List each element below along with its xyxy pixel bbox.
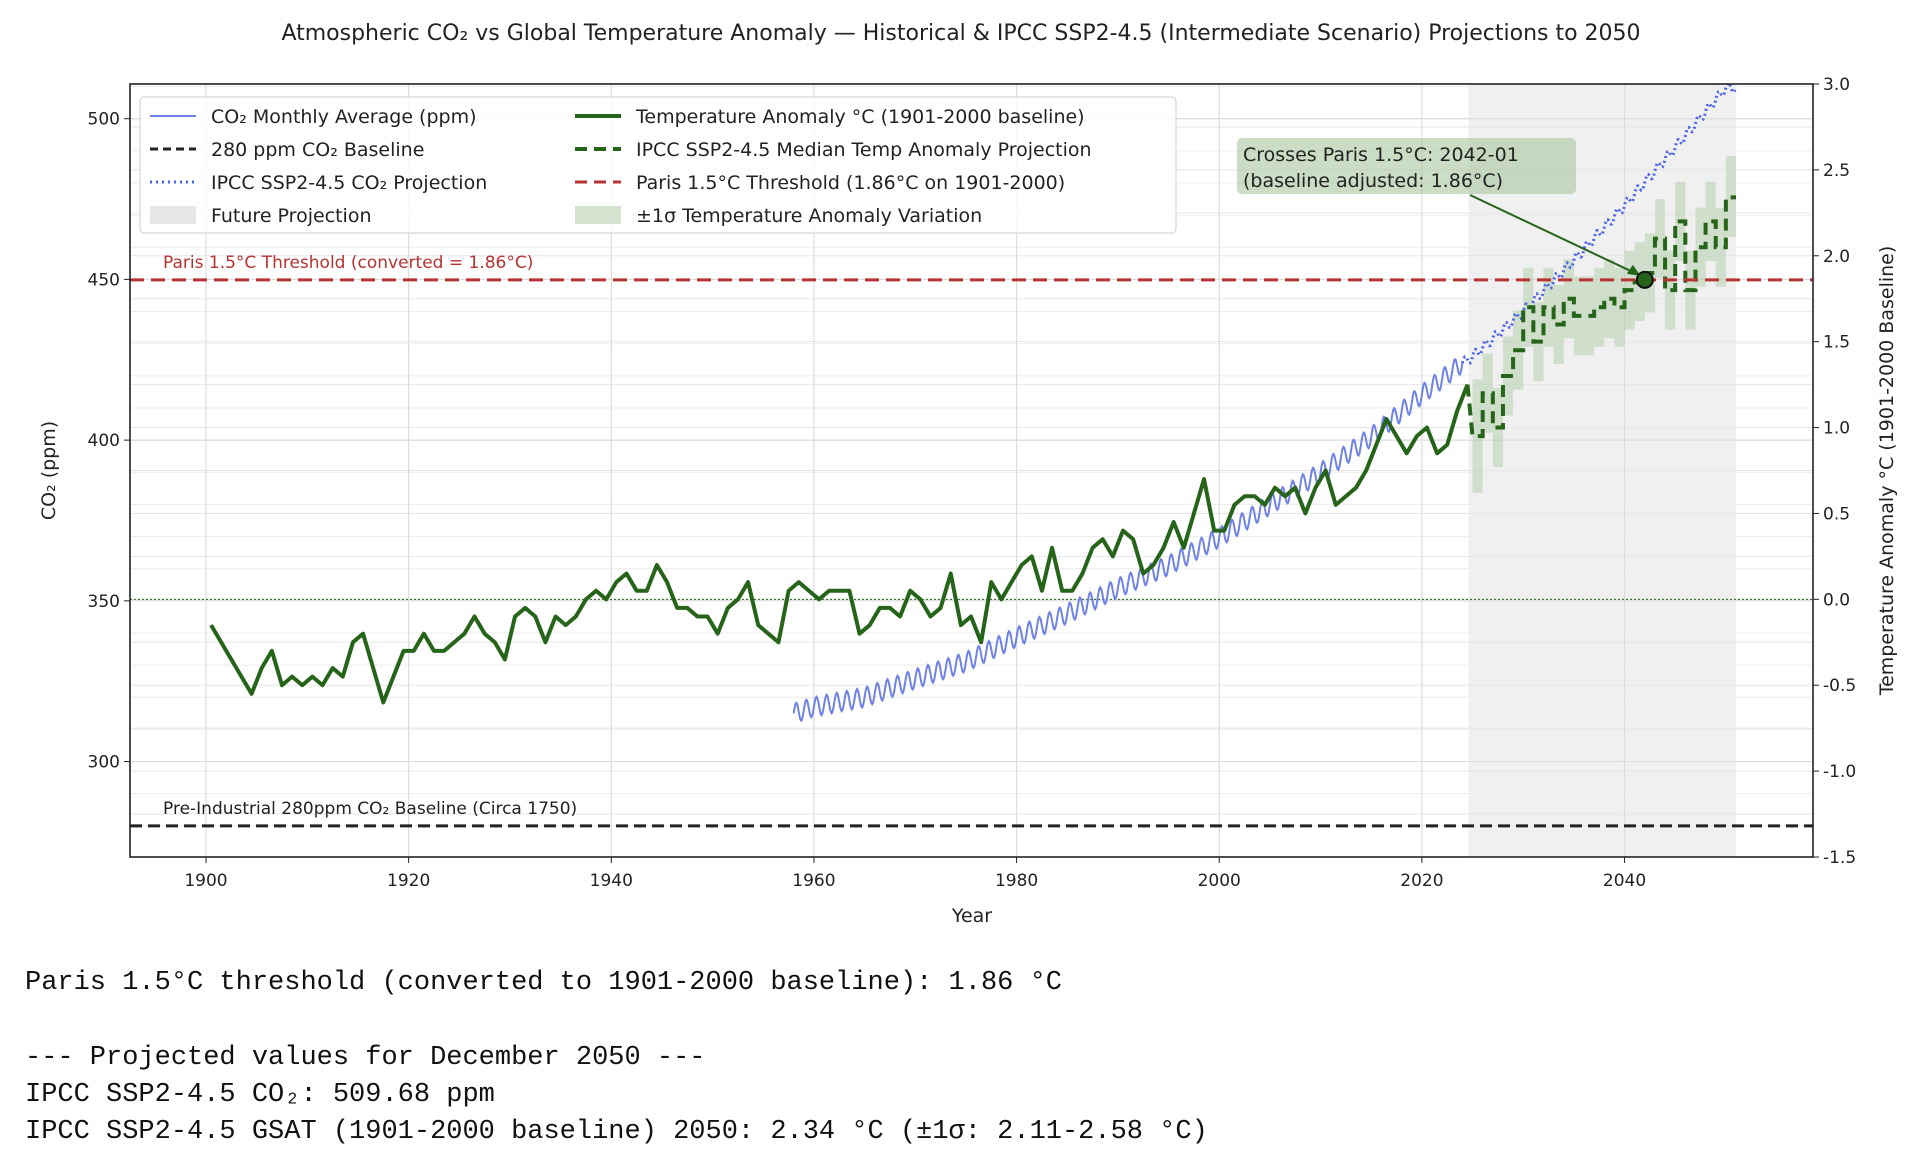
output-threshold-line: Paris 1.5°C threshold (converted to 1901… — [25, 968, 1062, 998]
legend-label: Future Projection — [211, 205, 372, 227]
plot-area — [130, 84, 1813, 828]
x-tick-label: 2000 — [1198, 871, 1241, 891]
chart: Atmospheric CO₂ vs Global Temperature An… — [38, 21, 1898, 927]
legend-label: Temperature Anomaly °C (1901-2000 baseli… — [635, 106, 1085, 128]
x-tick-label: 2020 — [1400, 871, 1443, 891]
crossing-arrow-head — [1626, 264, 1641, 276]
crossing-annotation-line1: Crosses Paris 1.5°C: 2042-01 — [1243, 144, 1519, 166]
x-axis-label: Year — [951, 905, 992, 927]
temperature-sigma-band — [1472, 156, 1736, 493]
output-gsat-line: IPCC SSP2-4.5 GSAT (1901-2000 baseline) … — [25, 1117, 1208, 1147]
y-right-tick-label: 0.0 — [1823, 590, 1850, 610]
baseline-label: Pre-Industrial 280ppm CO₂ Baseline (Circ… — [163, 799, 577, 819]
x-tick-label: 2040 — [1603, 871, 1646, 891]
y-left-tick-label: 300 — [88, 753, 120, 773]
legend-label: CO₂ Monthly Average (ppm) — [211, 106, 477, 128]
temperature-projection-line — [1465, 195, 1736, 439]
legend-label: IPCC SSP2-4.5 Median Temp Anomaly Projec… — [636, 139, 1092, 161]
y-right-tick-label: -1.5 — [1823, 848, 1856, 868]
y-right-tick-label: -0.5 — [1823, 676, 1856, 696]
temperature-anomaly-line — [209, 383, 1470, 705]
output-header-line: --- Projected values for December 2050 -… — [25, 1043, 706, 1073]
y-right-tick-label: 1.0 — [1823, 419, 1850, 439]
y-right-axis-label: Temperature Anomaly °C (1901-2000 Baseli… — [1876, 246, 1898, 697]
legend-swatch-span — [150, 206, 196, 224]
y-left-tick-label: 350 — [88, 592, 120, 612]
x-tick-label: 1900 — [184, 871, 227, 891]
y-right-tick-label: 0.5 — [1823, 504, 1850, 524]
plot-frame — [129, 83, 1814, 858]
y-right-tick-label: 2.5 — [1823, 161, 1850, 181]
crossing-arrow — [1469, 194, 1640, 276]
legend-box — [139, 96, 1177, 234]
x-tick-label: 1980 — [995, 871, 1038, 891]
y-right-tick-label: 1.5 — [1823, 333, 1850, 353]
legend-label: ±1σ Temperature Anomaly Variation — [636, 205, 982, 227]
y-right-tick-label: 2.0 — [1823, 247, 1850, 267]
chart-title: Atmospheric CO₂ vs Global Temperature An… — [281, 21, 1640, 46]
legend-label: Paris 1.5°C Threshold (1.86°C on 1901-20… — [636, 172, 1065, 194]
crossing-marker — [1635, 270, 1654, 289]
x-tick-label: 1940 — [590, 871, 633, 891]
legend-swatch-band — [575, 206, 621, 224]
co2-monthly-line — [792, 357, 1464, 723]
legend — [139, 96, 1177, 234]
y-left-tick-label: 450 — [88, 270, 120, 290]
output-co2-line: IPCC SSP2-4.5 CO₂: 509.68 ppm — [25, 1080, 495, 1110]
y-right-tick-label: -1.0 — [1823, 762, 1856, 782]
legend-label: 280 ppm CO₂ Baseline — [211, 139, 424, 161]
y-left-tick-label: 500 — [88, 110, 120, 130]
crossing-annotation-line2: (baseline adjusted: 1.86°C) — [1243, 170, 1503, 192]
y-left-axis-label: CO₂ (ppm) — [38, 421, 60, 520]
y-left-tick-label: 400 — [88, 431, 120, 451]
x-tick-label: 1920 — [387, 871, 430, 891]
threshold-label: Paris 1.5°C Threshold (converted = 1.86°… — [163, 253, 533, 273]
crossing-annotation-box — [1237, 138, 1576, 194]
y-right-tick-label: 3.0 — [1823, 75, 1850, 95]
co2-projection-line — [1460, 84, 1737, 365]
legend-label: IPCC SSP2-4.5 CO₂ Projection — [211, 172, 487, 194]
x-tick-label: 1960 — [792, 871, 835, 891]
